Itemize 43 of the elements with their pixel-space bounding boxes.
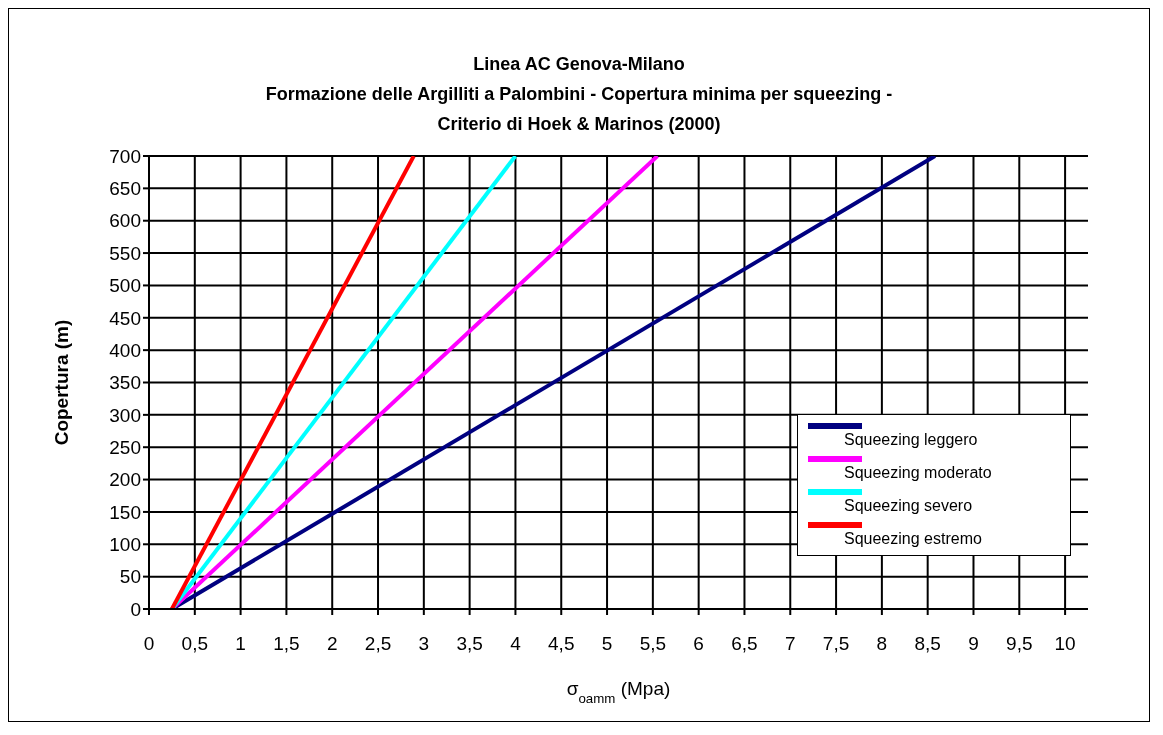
x-tick-label: 6,5 <box>731 633 758 655</box>
x-tick-label: 7,5 <box>822 633 850 655</box>
x-tick-label: 1,5 <box>273 633 300 655</box>
y-axis-title: Copertura (m) <box>50 319 72 446</box>
x-tick-label: 2 <box>326 633 338 655</box>
x-tick-label: 4 <box>510 633 522 655</box>
x-tick-label: 9 <box>968 633 979 655</box>
x-tick-label: 10 <box>1054 633 1076 655</box>
legend-label: Squeezing leggero <box>844 431 978 449</box>
y-tick-label: 350 <box>109 372 141 394</box>
x-tick-label: 3 <box>418 633 430 655</box>
x-tick-label: 5,5 <box>639 633 667 655</box>
x-tick-label: 3,5 <box>456 633 483 655</box>
x-tick-label: 2,5 <box>364 633 392 655</box>
x-tick-label: 9,5 <box>1006 633 1033 655</box>
y-tick-label: 600 <box>109 210 141 232</box>
y-tick-label: 0 <box>130 598 141 620</box>
x-tick-label: 0 <box>143 633 155 655</box>
x-tick-label: 8,5 <box>914 633 941 655</box>
x-tick-label: 1 <box>235 633 246 655</box>
y-tick-label: 650 <box>109 178 141 200</box>
x-tick-label: 6 <box>693 633 704 655</box>
x-tick-label: 7 <box>784 633 796 655</box>
x-axis-title: σ$_{oamm}$ (Mpa) <box>566 678 671 706</box>
y-tick-label: 250 <box>109 436 141 458</box>
y-tick-label: 450 <box>109 307 141 329</box>
y-tick-label: 400 <box>109 339 141 361</box>
legend-label: Squeezing moderato <box>844 464 992 482</box>
y-tick-label: 200 <box>109 469 141 491</box>
y-tick-label: 50 <box>119 566 141 588</box>
y-tick-label: 100 <box>109 534 141 556</box>
y-tick-label: 500 <box>109 275 141 297</box>
chart-title: Linea AC Genova-Milano Formazione delle Argilliti a Palombini - Copertura minima per squeezing - Criterio di Hoek & Marinos (2000) <box>264 53 894 136</box>
x-tick-label: 8 <box>876 633 888 655</box>
y-tick-label: 700 <box>109 145 141 167</box>
y-tick-label: 150 <box>109 501 141 523</box>
legend-label: Squeezing estremo <box>844 530 982 548</box>
legend-label: Squeezing severo <box>844 497 973 515</box>
x-tick-label: 0,5 <box>181 633 209 655</box>
y-tick-label: 300 <box>109 404 141 426</box>
y-tick-label: 550 <box>109 242 141 264</box>
x-tick-label: 4,5 <box>548 633 575 655</box>
x-tick-label: 5 <box>601 633 613 655</box>
